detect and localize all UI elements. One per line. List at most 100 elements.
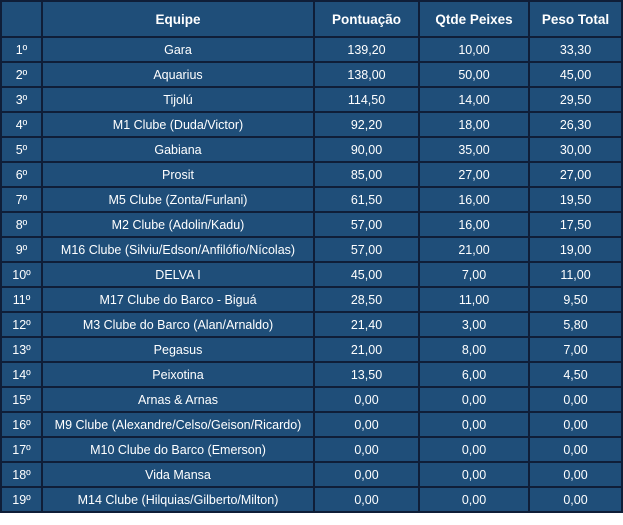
cell-qtde-peixes: 8,00 xyxy=(418,336,530,363)
cell-rank: 12º xyxy=(0,311,43,338)
cell-qtde-peixes: 0,00 xyxy=(418,411,530,438)
cell-peso-total: 17,50 xyxy=(528,211,623,238)
cell-team: Aquarius xyxy=(41,61,315,88)
cell-rank: 3º xyxy=(0,86,43,113)
cell-team: M2 Clube (Adolin/Kadu) xyxy=(41,211,315,238)
header-peso-total: Peso Total xyxy=(528,0,623,38)
table-row: 9º M16 Clube (Silviu/Edson/Anfilófio/Níc… xyxy=(0,236,623,263)
cell-peso-total: 7,00 xyxy=(528,336,623,363)
cell-rank: 6º xyxy=(0,161,43,188)
cell-team: Pegasus xyxy=(41,336,315,363)
cell-rank: 8º xyxy=(0,211,43,238)
cell-qtde-peixes: 35,00 xyxy=(418,136,530,163)
cell-qtde-peixes: 50,00 xyxy=(418,61,530,88)
table-row: 19º M14 Clube (Hilquias/Gilberto/Milton)… xyxy=(0,486,623,513)
cell-qtde-peixes: 0,00 xyxy=(418,486,530,513)
cell-qtde-peixes: 10,00 xyxy=(418,36,530,63)
cell-pontuacao: 85,00 xyxy=(313,161,420,188)
header-pontuacao: Pontuação xyxy=(313,0,420,38)
cell-qtde-peixes: 14,00 xyxy=(418,86,530,113)
cell-pontuacao: 21,40 xyxy=(313,311,420,338)
cell-rank: 5º xyxy=(0,136,43,163)
header-team: Equipe xyxy=(41,0,315,38)
table-row: 7º M5 Clube (Zonta/Furlani) 61,50 16,00 … xyxy=(0,186,623,213)
cell-peso-total: 5,80 xyxy=(528,311,623,338)
cell-pontuacao: 92,20 xyxy=(313,111,420,138)
cell-rank: 7º xyxy=(0,186,43,213)
table-row: 2º Aquarius 138,00 50,00 45,00 xyxy=(0,61,623,88)
cell-team: M1 Clube (Duda/Victor) xyxy=(41,111,315,138)
cell-team: M10 Clube do Barco (Emerson) xyxy=(41,436,315,463)
cell-team: Peixotina xyxy=(41,361,315,388)
table-body: 1º Gara 139,20 10,00 33,30 2º Aquarius 1… xyxy=(0,36,623,513)
cell-pontuacao: 61,50 xyxy=(313,186,420,213)
cell-pontuacao: 0,00 xyxy=(313,436,420,463)
header-qtde-peixes: Qtde Peixes xyxy=(418,0,530,38)
cell-pontuacao: 0,00 xyxy=(313,486,420,513)
cell-pontuacao: 114,50 xyxy=(313,86,420,113)
table-row: 11º M17 Clube do Barco - Biguá 28,50 11,… xyxy=(0,286,623,313)
cell-pontuacao: 0,00 xyxy=(313,386,420,413)
cell-peso-total: 0,00 xyxy=(528,411,623,438)
cell-pontuacao: 57,00 xyxy=(313,211,420,238)
cell-peso-total: 26,30 xyxy=(528,111,623,138)
cell-qtde-peixes: 16,00 xyxy=(418,211,530,238)
cell-team: DELVA I xyxy=(41,261,315,288)
cell-team: Prosit xyxy=(41,161,315,188)
cell-team: M5 Clube (Zonta/Furlani) xyxy=(41,186,315,213)
cell-peso-total: 9,50 xyxy=(528,286,623,313)
cell-team: M16 Clube (Silviu/Edson/Anfilófio/Nícola… xyxy=(41,236,315,263)
cell-peso-total: 19,00 xyxy=(528,236,623,263)
table-row: 16º M9 Clube (Alexandre/Celso/Geison/Ric… xyxy=(0,411,623,438)
cell-peso-total: 0,00 xyxy=(528,486,623,513)
table-row: 6º Prosit 85,00 27,00 27,00 xyxy=(0,161,623,188)
cell-qtde-peixes: 7,00 xyxy=(418,261,530,288)
cell-team: Arnas & Arnas xyxy=(41,386,315,413)
cell-qtde-peixes: 21,00 xyxy=(418,236,530,263)
cell-rank: 9º xyxy=(0,236,43,263)
cell-peso-total: 4,50 xyxy=(528,361,623,388)
header-rank xyxy=(0,0,43,38)
cell-pontuacao: 57,00 xyxy=(313,236,420,263)
table-row: 4º M1 Clube (Duda/Victor) 92,20 18,00 26… xyxy=(0,111,623,138)
table-row: 17º M10 Clube do Barco (Emerson) 0,00 0,… xyxy=(0,436,623,463)
cell-team: Gabiana xyxy=(41,136,315,163)
cell-team: M14 Clube (Hilquias/Gilberto/Milton) xyxy=(41,486,315,513)
cell-peso-total: 19,50 xyxy=(528,186,623,213)
cell-peso-total: 29,50 xyxy=(528,86,623,113)
cell-rank: 1º xyxy=(0,36,43,63)
table-row: 10º DELVA I 45,00 7,00 11,00 xyxy=(0,261,623,288)
cell-team: M9 Clube (Alexandre/Celso/Geison/Ricardo… xyxy=(41,411,315,438)
cell-qtde-peixes: 16,00 xyxy=(418,186,530,213)
cell-peso-total: 0,00 xyxy=(528,386,623,413)
cell-qtde-peixes: 0,00 xyxy=(418,436,530,463)
table-row: 18º Vida Mansa 0,00 0,00 0,00 xyxy=(0,461,623,488)
cell-peso-total: 30,00 xyxy=(528,136,623,163)
cell-team: Tijolú xyxy=(41,86,315,113)
cell-rank: 16º xyxy=(0,411,43,438)
cell-rank: 18º xyxy=(0,461,43,488)
cell-peso-total: 0,00 xyxy=(528,461,623,488)
header-row: Equipe Pontuação Qtde Peixes Peso Total xyxy=(0,0,623,38)
cell-pontuacao: 28,50 xyxy=(313,286,420,313)
cell-peso-total: 45,00 xyxy=(528,61,623,88)
cell-rank: 14º xyxy=(0,361,43,388)
cell-pontuacao: 139,20 xyxy=(313,36,420,63)
cell-peso-total: 27,00 xyxy=(528,161,623,188)
cell-qtde-peixes: 0,00 xyxy=(418,386,530,413)
table-row: 13º Pegasus 21,00 8,00 7,00 xyxy=(0,336,623,363)
cell-qtde-peixes: 18,00 xyxy=(418,111,530,138)
table-row: 5º Gabiana 90,00 35,00 30,00 xyxy=(0,136,623,163)
cell-pontuacao: 0,00 xyxy=(313,461,420,488)
cell-rank: 15º xyxy=(0,386,43,413)
cell-rank: 2º xyxy=(0,61,43,88)
cell-pontuacao: 0,00 xyxy=(313,411,420,438)
cell-qtde-peixes: 3,00 xyxy=(418,311,530,338)
cell-team: M3 Clube do Barco (Alan/Arnaldo) xyxy=(41,311,315,338)
cell-qtde-peixes: 27,00 xyxy=(418,161,530,188)
cell-rank: 19º xyxy=(0,486,43,513)
table-row: 14º Peixotina 13,50 6,00 4,50 xyxy=(0,361,623,388)
cell-team: Gara xyxy=(41,36,315,63)
ranking-table: Equipe Pontuação Qtde Peixes Peso Total … xyxy=(0,0,623,513)
